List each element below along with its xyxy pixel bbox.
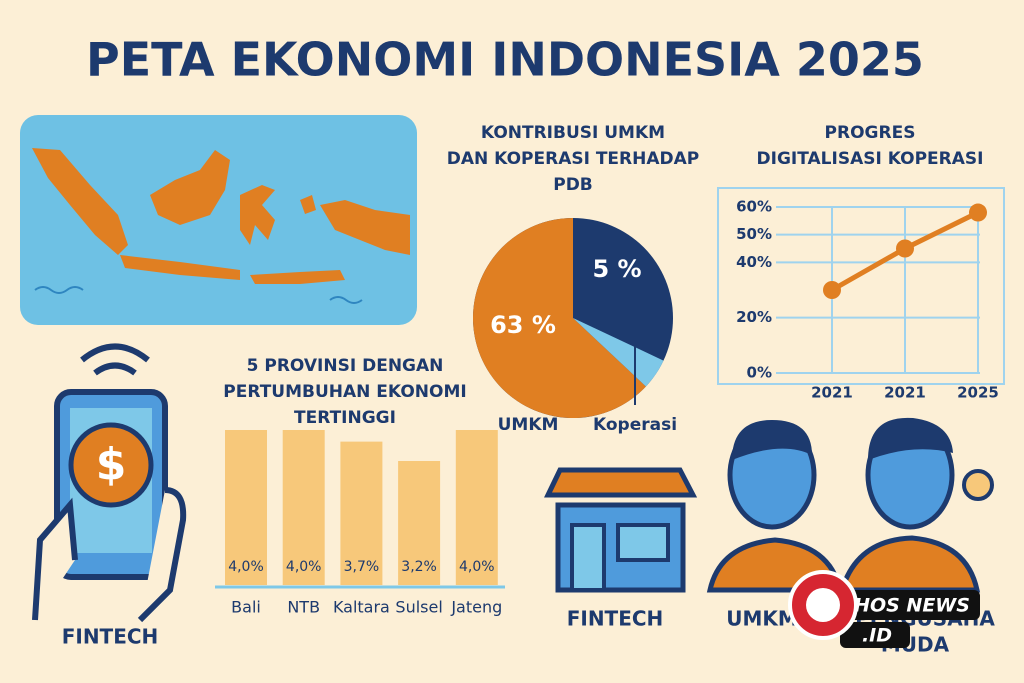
x-tick-label: 2021	[811, 384, 853, 402]
x-tick-label: Sulsel	[395, 598, 442, 617]
logo-suffix: .ID	[862, 625, 892, 647]
marker	[896, 239, 914, 258]
bar	[340, 441, 383, 585]
y-tick-label: 0%	[747, 364, 772, 382]
y-tick-label: 20%	[736, 308, 772, 326]
store-icon	[544, 467, 698, 593]
logo-name: HOS NEWS	[854, 595, 970, 617]
bar	[282, 430, 325, 585]
value-label: 4,0%	[228, 559, 264, 575]
phone-label: FINTECH	[62, 625, 159, 649]
x-tick-label: Jateng	[450, 598, 502, 617]
value-label: 3,7%	[344, 559, 380, 575]
phone-icon: $	[32, 343, 187, 623]
chart-title: DIGITALISASI KOPERASI	[757, 149, 984, 169]
svg-text:$: $	[96, 439, 127, 490]
charts: KONTRIBUSI UMKM DAN KOPERASI TERHADAP PDB 6…	[215, 123, 1005, 617]
bar	[398, 461, 441, 585]
chart-title: PROGRES	[825, 123, 916, 143]
y-tick-label: 50%	[736, 225, 772, 243]
pie-slice	[472, 218, 646, 418]
legend-label: UMKM	[498, 415, 559, 435]
person-label: UMKM	[726, 607, 798, 631]
map	[20, 115, 417, 325]
chart-title: PERTUMBUHAN EKONOMI	[223, 382, 466, 402]
y-tick-label: 60%	[736, 198, 772, 216]
chart-title: KONTRIBUSI UMKM	[481, 123, 665, 143]
pie-slice	[573, 318, 664, 387]
marker	[823, 281, 841, 299]
x-tick-label: 2021	[884, 384, 926, 402]
chart-title: 5 PROVINSI DENGAN	[247, 356, 444, 376]
value-label: 4,0%	[286, 559, 322, 575]
bar	[225, 430, 267, 585]
main-title: PETA EKONOMI INDONESIA 2025	[86, 33, 924, 87]
bar	[455, 430, 498, 585]
chart-title: PDB	[553, 175, 593, 195]
marker	[969, 203, 987, 222]
logo: HOS NEWS .ID	[788, 570, 980, 648]
chart-title: DAN KOPERASI TERHADAP	[447, 149, 700, 169]
x-tick-label: Kaltara	[333, 598, 390, 617]
people-icon	[706, 417, 994, 593]
y-tick-label: 40%	[736, 253, 772, 271]
legend-label: Koperasi	[593, 415, 677, 435]
value-label: 63 %	[490, 311, 556, 339]
x-tick-label: 2025	[957, 384, 999, 402]
chart-title: TERTINGGI	[294, 408, 396, 428]
value-label: 5 %	[592, 255, 641, 283]
x-tick-label: Bali	[231, 598, 261, 617]
value-label: 4,0%	[459, 559, 495, 575]
plot-frame	[717, 187, 1005, 385]
store-label: FINTECH	[567, 607, 664, 631]
value-label: 3,2%	[401, 559, 437, 575]
x-tick-label: NTB	[287, 598, 320, 617]
